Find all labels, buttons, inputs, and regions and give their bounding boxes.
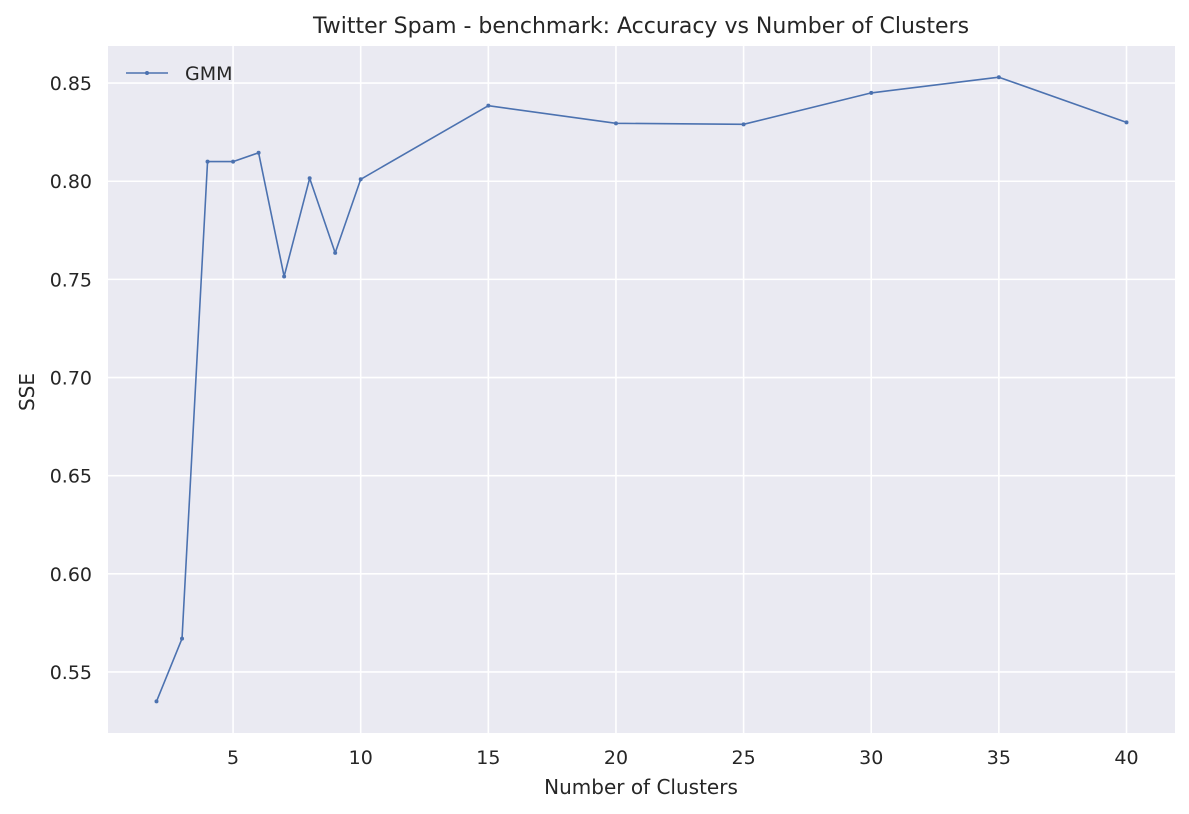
y-tick-label: 0.85 (50, 73, 92, 95)
data-point (996, 75, 1001, 80)
data-point (741, 122, 746, 127)
data-point (613, 121, 618, 126)
plot-background (108, 46, 1175, 733)
y-tick-label: 0.80 (50, 171, 92, 193)
x-tick-label: 15 (476, 747, 500, 769)
y-tick-label: 0.75 (50, 269, 92, 291)
data-point (358, 177, 363, 182)
x-axis-label: Number of Clusters (544, 775, 738, 799)
legend-label-gmm: GMM (185, 63, 233, 85)
legend-marker (145, 71, 149, 75)
y-tick-label: 0.70 (50, 368, 92, 390)
data-point (333, 250, 338, 255)
data-point (1124, 120, 1129, 125)
data-point (154, 699, 159, 704)
x-tick-label: 35 (987, 747, 1011, 769)
y-tick-label: 0.65 (50, 466, 92, 488)
data-point (231, 159, 236, 164)
data-point (180, 636, 185, 641)
x-tick-label: 30 (859, 747, 883, 769)
data-point (256, 150, 261, 155)
x-tick-label: 40 (1114, 747, 1138, 769)
data-point (869, 90, 874, 95)
data-point (282, 274, 287, 279)
x-tick-label: 10 (349, 747, 373, 769)
y-axis-label: SSE (15, 373, 39, 411)
x-tick-label: 5 (227, 747, 239, 769)
tick-labels: 5 10 15 20 25 30 35 40 0.55 0.60 0.65 0.70 0.75 0.80 0… (50, 73, 1139, 769)
y-tick-label: 0.60 (50, 564, 92, 586)
data-point (486, 103, 491, 108)
data-point (205, 159, 210, 164)
y-tick-label: 0.55 (50, 662, 92, 684)
grid (108, 46, 1175, 733)
chart-title: Twitter Spam - benchmark: Accuracy vs Nu… (312, 14, 969, 39)
data-point (307, 176, 312, 181)
x-tick-label: 20 (604, 747, 628, 769)
series-gmm (154, 75, 1129, 704)
x-tick-label: 25 (732, 747, 756, 769)
legend: GMM (126, 63, 233, 85)
